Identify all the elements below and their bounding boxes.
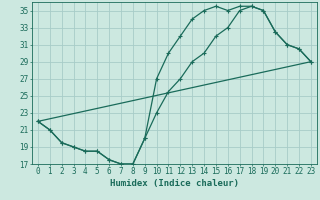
X-axis label: Humidex (Indice chaleur): Humidex (Indice chaleur) — [110, 179, 239, 188]
